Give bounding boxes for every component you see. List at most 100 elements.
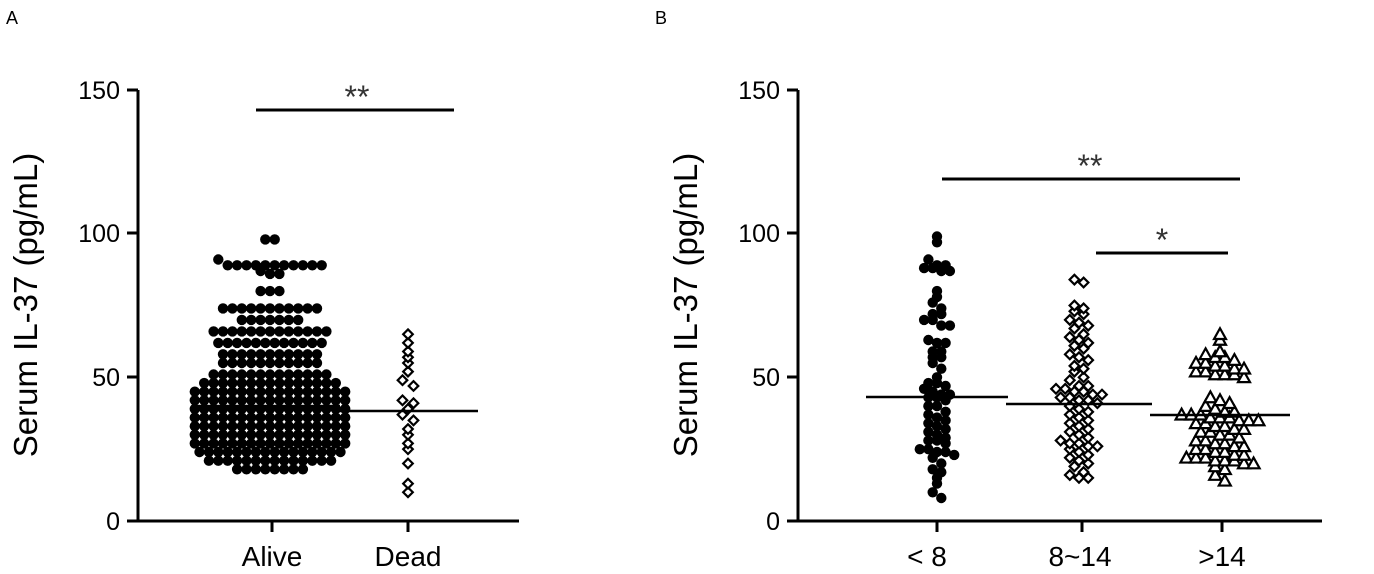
panel-a-alive-point-187 xyxy=(236,357,247,369)
panel-a-category-label-alive: Alive xyxy=(242,541,303,572)
panel-b-label: B xyxy=(655,8,667,28)
panel-a-alive-point-203 xyxy=(283,349,294,360)
panel-b-8-14-point-13 xyxy=(1072,437,1086,450)
panel-a-alive-point-24 xyxy=(213,446,224,458)
panel-b-over-14-point-19 xyxy=(1197,432,1214,447)
panel-b-over-14-point-66 xyxy=(1226,351,1243,366)
panel-a-alive-point-89 xyxy=(189,412,200,423)
panel-b-over-14-point-42 xyxy=(1240,412,1257,427)
panel-a-alive-point-178 xyxy=(264,369,276,380)
panel-a-alive-point-105 xyxy=(340,412,351,423)
panel-a-alive-point-251 xyxy=(264,285,276,297)
panel-a-alive-point-246 xyxy=(283,303,294,314)
panel-b-under-8-point-5 xyxy=(936,467,947,478)
panel-b-significance-label-2: * xyxy=(1156,222,1168,258)
panel-a-alive-point-201 xyxy=(264,349,276,360)
panel-b-8-14-point-41 xyxy=(1081,379,1095,393)
panel-b-category-label-under-8: < 8 xyxy=(907,541,947,572)
panel-b-over-14-point-31 xyxy=(1207,417,1224,433)
panel-a-alive-point-43 xyxy=(236,438,247,449)
panel-a-alive-point-239 xyxy=(217,303,229,314)
panel-a-alive-point-134 xyxy=(293,395,304,406)
panel-a-alive-point-263 xyxy=(278,260,290,271)
panel-b-over-14-point-57 xyxy=(1188,354,1204,369)
panel-a-alive-point-46 xyxy=(264,438,276,449)
panel-b-y-tick-label-100: 100 xyxy=(738,220,780,248)
panel-b-over-14-point-59 xyxy=(1207,357,1224,372)
panel-a-alive-point-196 xyxy=(217,349,229,360)
panel-b-under-8-point-13 xyxy=(923,435,934,446)
panel-a-alive-point-213 xyxy=(269,337,280,349)
panel-b-8-14-point-23 xyxy=(1072,411,1086,424)
panel-a-alive-point-59 xyxy=(227,429,238,440)
panel-b-over-14-point-14 xyxy=(1207,443,1224,458)
panel-a-alive-point-181 xyxy=(293,369,304,380)
panel-a-alive-point-140 xyxy=(189,386,200,397)
panel-b-under-8-point-26 xyxy=(931,400,943,412)
panel-a-y-tick-label-150: 150 xyxy=(78,77,120,105)
panel-a-alive-point-152 xyxy=(302,386,313,397)
panel-a-alive-point-10 xyxy=(222,455,233,466)
panel-a-alive-point-143 xyxy=(217,386,229,397)
panel-b-8-14-point-48 xyxy=(1081,353,1095,367)
panel-a-alive-point-232 xyxy=(236,314,247,326)
panel-a-alive-point-127 xyxy=(227,395,238,406)
panel-a-alive-point-18 xyxy=(297,455,309,466)
panel-a-alive-point-12 xyxy=(241,455,252,466)
panel-a-alive-point-217 xyxy=(307,337,318,349)
panel-a-alive-point-124 xyxy=(199,395,210,406)
panel-b-under-8-point-50 xyxy=(936,320,947,331)
panel-b-under-8-point-7 xyxy=(936,458,947,469)
panel-b-over-14-point-18 xyxy=(1188,432,1204,447)
panel-a-alive-point-160 xyxy=(227,377,238,389)
panel-a-alive-point-244 xyxy=(264,303,276,314)
panel-a-alive-point-236 xyxy=(274,314,285,326)
panel-a-alive-point-31 xyxy=(278,446,290,458)
panel-a: A Serum IL-37 (pg/mL) 150 100 50 0 Alive… xyxy=(6,8,519,572)
panel-a-alive-point-8 xyxy=(203,455,215,466)
panel-a-dead-point-7 xyxy=(396,408,409,422)
panel-b-under-8-point-48 xyxy=(918,314,930,326)
panel-a-alive-point-267 xyxy=(316,260,327,271)
panel-b-under-8-point-58 xyxy=(918,262,930,274)
panel-b-8-14-point-28 xyxy=(1054,391,1067,404)
panel-b-under-8-point-44 xyxy=(936,346,947,357)
panel-b-under-8-point-21 xyxy=(940,423,951,435)
panel-b-over-14-point-22 xyxy=(1226,438,1243,453)
panel-b-8-14-point-12 xyxy=(1063,437,1077,450)
panel-a-alive-point-226 xyxy=(274,326,285,337)
panel-a-alive-point-141 xyxy=(199,386,210,397)
panel-a-alive-point-19 xyxy=(307,455,318,466)
panel-a-alive-point-255 xyxy=(274,268,285,280)
panel-b-over-14-point-63 xyxy=(1197,346,1214,361)
panel-a-alive-point-128 xyxy=(236,395,247,406)
panel-a-alive-point-190 xyxy=(264,357,276,369)
panel-b-8-14-point-34 xyxy=(1058,382,1072,396)
panel-a-alive-point-81 xyxy=(274,421,285,432)
panel-a-alive-point-34 xyxy=(307,446,318,458)
panel-a-alive-point-90 xyxy=(199,412,210,423)
panel-a-alive-point-206 xyxy=(311,349,323,360)
panel-a-alive-point-21 xyxy=(325,455,337,466)
panel-a-dead-point-2 xyxy=(401,457,415,470)
panel-a-alive-point-139 xyxy=(340,395,351,406)
panel-a-alive-point-40 xyxy=(208,438,219,449)
panel-a-alive-point-243 xyxy=(255,303,266,314)
panel-a-alive-point-254 xyxy=(264,268,276,280)
panel-a-alive-point-161 xyxy=(236,377,247,389)
panel-b-category-label-8-14: 8~14 xyxy=(1048,541,1111,572)
panel-a-alive-point-25 xyxy=(222,446,233,458)
panel-b-8-14-point-44 xyxy=(1068,359,1081,373)
panel-b-8-14-point-7 xyxy=(1081,457,1095,470)
panel-a-alive-points xyxy=(189,234,351,475)
panel-a-alive-point-78 xyxy=(246,421,257,432)
panel-a-alive-point-146 xyxy=(246,386,257,397)
panel-a-alive-point-54 xyxy=(340,438,351,449)
panel-a-alive-point-199 xyxy=(246,349,257,360)
panel-b-8-14-point-26 xyxy=(1072,402,1086,416)
panel-a-alive-point-30 xyxy=(269,446,280,458)
panel-a-alive-point-191 xyxy=(274,357,285,369)
panel-a-alive-point-235 xyxy=(264,314,276,326)
panel-a-alive-point-144 xyxy=(227,386,238,397)
